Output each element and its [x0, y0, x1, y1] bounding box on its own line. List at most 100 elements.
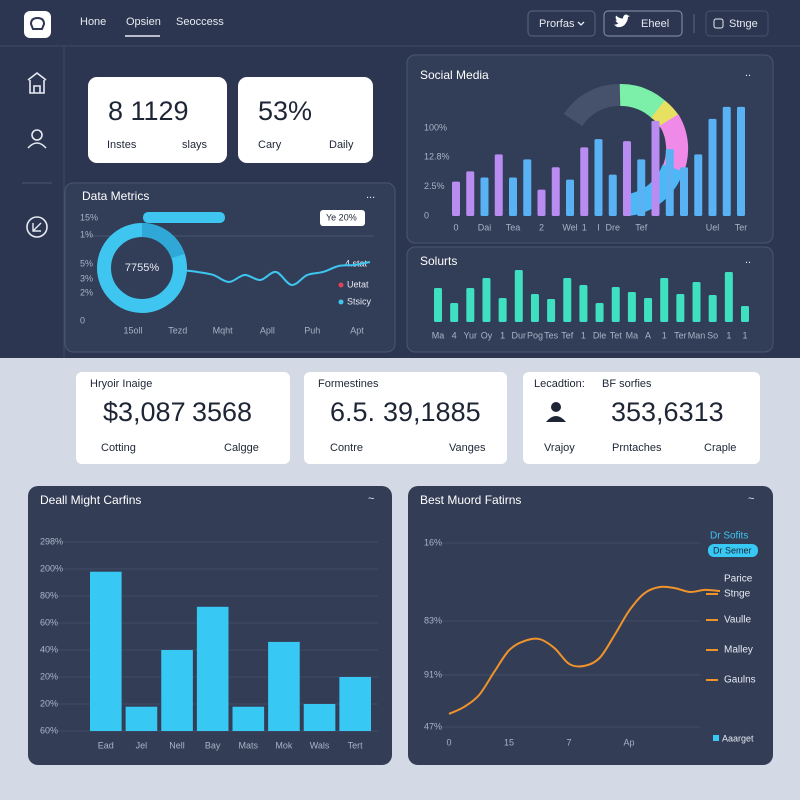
legend-label: Malley	[724, 645, 753, 656]
stat-title: Hryoir Inaige	[90, 378, 152, 390]
y-tick-label: 5%	[80, 258, 93, 268]
user-icon[interactable]	[31, 129, 43, 141]
x-tick-label: 0	[446, 737, 451, 747]
button-label: Eheel	[641, 18, 669, 30]
legend-label: Stsicy	[347, 296, 372, 306]
y-tick-label: 0	[424, 210, 429, 220]
panel-title: Best Muord Fatirns	[420, 493, 521, 507]
x-tick-label: Tet	[610, 330, 623, 340]
button-label: Stnge	[729, 18, 758, 30]
line	[448, 585, 721, 715]
logo-icon	[29, 16, 46, 30]
panel-menu[interactable]: ~	[748, 493, 754, 505]
bar	[90, 571, 122, 731]
panel-title: Social Media	[420, 68, 489, 82]
x-tick-label: 1	[500, 330, 505, 340]
y-tick-label: 1%	[80, 229, 93, 239]
x-tick-label: Wals	[310, 740, 330, 750]
x-tick-label: 1	[581, 330, 586, 340]
caret	[577, 21, 585, 26]
bar	[530, 294, 539, 322]
settings-icon[interactable]	[26, 216, 48, 238]
logo[interactable]	[24, 11, 51, 38]
x-tick-label: Man	[688, 330, 706, 340]
x-tick-label: So	[707, 330, 718, 340]
x-tick-label: Dre	[605, 222, 620, 232]
panel	[406, 246, 774, 353]
dropdown[interactable]	[527, 10, 596, 37]
panel	[406, 54, 774, 244]
bar	[523, 159, 532, 216]
stat-title: Lecadtion:	[534, 378, 585, 390]
x-tick-label: Wel	[562, 222, 577, 232]
button[interactable]	[603, 10, 683, 37]
x-tick-label: Ead	[98, 740, 114, 750]
x-tick-label: 2	[539, 222, 544, 232]
bar	[450, 303, 459, 322]
panel-menu[interactable]: ..	[745, 254, 751, 266]
stat-card	[76, 372, 290, 464]
x-tick-label: Tes	[544, 330, 559, 340]
x-tick-label: Yur	[464, 330, 478, 340]
bar	[651, 120, 660, 216]
panel-title: Deall Might Carfins	[40, 493, 141, 507]
legend-label: 4.stat	[345, 258, 368, 268]
x-tick-label: Ma	[626, 330, 639, 340]
panel	[408, 486, 773, 765]
x-tick-label: 1	[742, 330, 747, 340]
bar	[665, 149, 674, 216]
settings-icon-mark	[32, 222, 42, 232]
bar	[627, 292, 636, 322]
bar	[498, 298, 507, 322]
gauge-segment	[619, 84, 668, 120]
bird-icon	[614, 14, 630, 28]
x-tick-label: Dle	[593, 330, 607, 340]
x-tick-label: 1	[582, 222, 587, 232]
y-tick-label: 100%	[424, 122, 447, 132]
kpi-label: slays	[182, 139, 208, 151]
bar	[660, 278, 669, 322]
y-tick-label: 80%	[40, 590, 58, 600]
y-tick-label: 200%	[40, 563, 63, 573]
bar	[644, 298, 653, 322]
bar	[579, 285, 588, 322]
bar	[611, 287, 620, 322]
y-tick-label: 16%	[424, 537, 442, 547]
panel-menu[interactable]: ...	[366, 189, 375, 201]
sidebar	[22, 46, 65, 358]
kpi-value: 8 1129	[108, 96, 189, 126]
stat-label: Vanges	[449, 442, 486, 454]
y-tick-label: 20%	[40, 671, 58, 681]
x-tick-label: Mqht	[213, 325, 234, 335]
y-tick-label: 298%	[40, 536, 63, 546]
x-tick-label: Apll	[260, 325, 275, 335]
donut-segment	[141, 223, 185, 259]
footer-label: Aaarget	[722, 733, 754, 743]
home-icon[interactable]	[27, 71, 47, 94]
nav-link[interactable]: Opsien	[126, 16, 161, 28]
line	[181, 260, 371, 286]
nav-link[interactable]: Seoccess	[176, 16, 224, 28]
nav-link[interactable]: Hone	[80, 16, 106, 28]
stat-title: Formestines	[318, 378, 379, 390]
bar	[741, 306, 749, 322]
stat-value: 39,1885	[383, 397, 481, 427]
panel-menu[interactable]: ..	[745, 67, 751, 79]
badge	[320, 210, 365, 226]
panel-menu[interactable]: ~	[368, 493, 374, 505]
legend-dot	[338, 282, 344, 288]
stat-value: 3568	[192, 397, 252, 427]
bar	[466, 288, 475, 322]
stat-card	[304, 372, 507, 464]
x-tick-label: Puh	[304, 325, 320, 335]
button[interactable]	[705, 10, 769, 37]
legend-dot	[338, 299, 344, 305]
bar	[694, 154, 703, 216]
bar	[708, 118, 717, 216]
bar	[537, 189, 546, 216]
bar	[466, 171, 475, 216]
badge-label: Ye 20%	[326, 212, 357, 222]
x-tick-label: Pog	[527, 330, 543, 340]
bar	[125, 706, 158, 731]
